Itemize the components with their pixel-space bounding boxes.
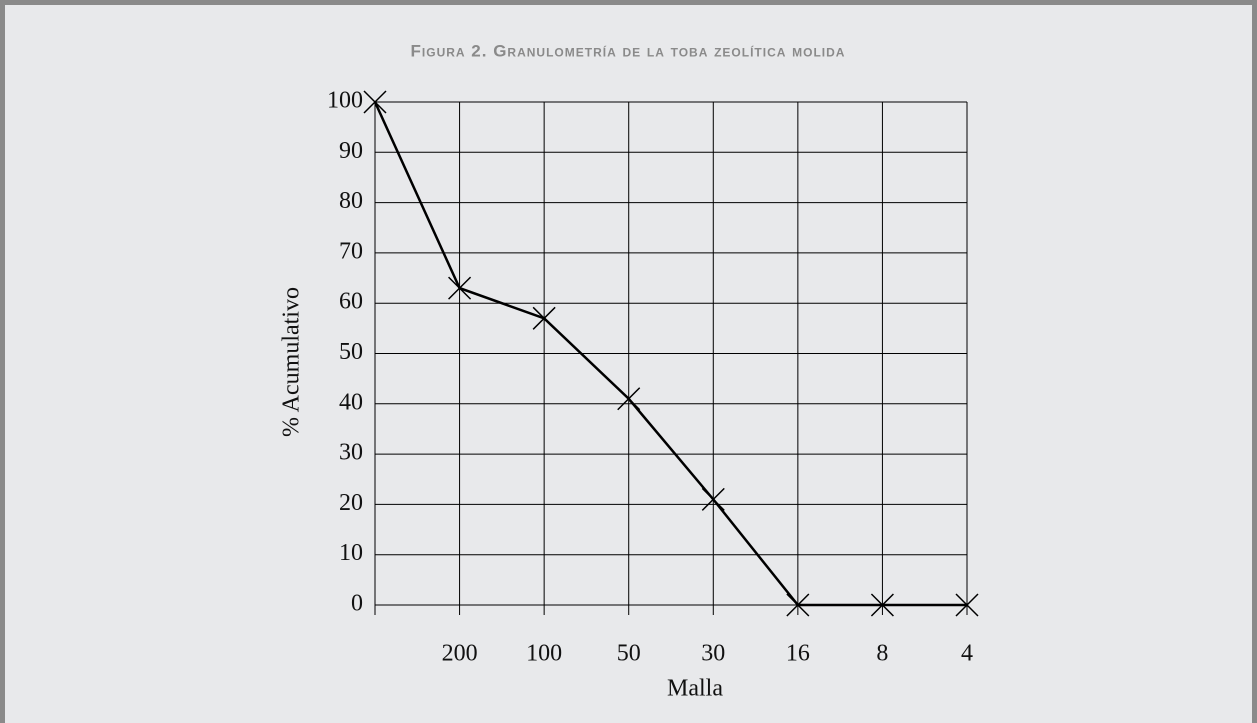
x-tick-label: 100 bbox=[526, 641, 562, 667]
y-tick-label: 60 bbox=[339, 289, 363, 315]
x-tick-label: 30 bbox=[701, 641, 725, 667]
y-tick-label: 20 bbox=[339, 490, 363, 516]
y-tick-label: 30 bbox=[339, 440, 363, 466]
x-tick-label: 200 bbox=[442, 641, 478, 667]
x-tick-label: 8 bbox=[876, 641, 888, 667]
marker bbox=[870, 593, 894, 617]
y-tick-label: 50 bbox=[339, 339, 363, 365]
y-tick-label: 40 bbox=[339, 389, 363, 415]
y-tick-label: 90 bbox=[339, 138, 363, 164]
y-tick-label: 0 bbox=[351, 591, 363, 617]
y-tick-label: 10 bbox=[339, 540, 363, 566]
chart-title: Figura 2. Granulometría de la toba zeolí… bbox=[411, 41, 846, 60]
marker bbox=[701, 487, 725, 511]
y-tick-label: 80 bbox=[339, 188, 363, 214]
marker bbox=[955, 593, 979, 617]
x-tick-label: 4 bbox=[961, 641, 973, 667]
x-axis-label: Malla bbox=[667, 676, 723, 702]
marker bbox=[363, 90, 387, 114]
marker bbox=[786, 593, 810, 617]
y-tick-label: 100 bbox=[327, 88, 363, 114]
series-line bbox=[373, 101, 967, 607]
x-tick-label: 50 bbox=[617, 641, 641, 667]
x-tick-label: 16 bbox=[786, 641, 810, 667]
marker bbox=[617, 387, 641, 411]
marker bbox=[448, 276, 472, 300]
y-tick-label: 70 bbox=[339, 238, 363, 264]
y-axis-label: % Acumulativo bbox=[279, 287, 305, 437]
marker bbox=[532, 306, 556, 330]
